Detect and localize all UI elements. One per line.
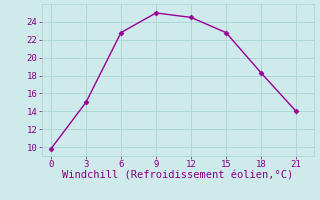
X-axis label: Windchill (Refroidissement éolien,°C): Windchill (Refroidissement éolien,°C) bbox=[62, 171, 293, 181]
